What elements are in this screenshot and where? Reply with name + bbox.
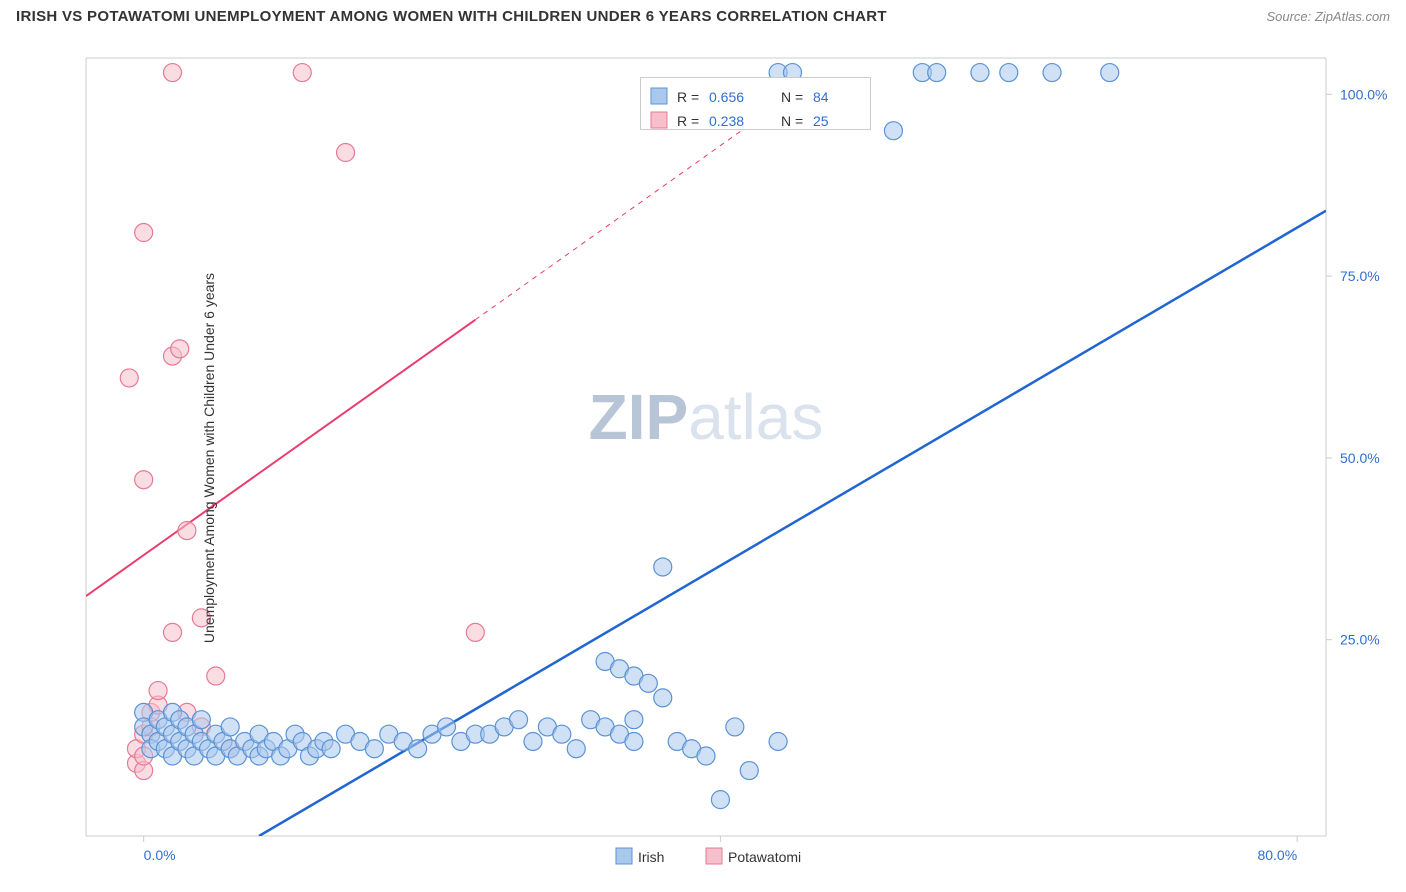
svg-text:100.0%: 100.0% [1340, 86, 1387, 102]
source-credit: Source: ZipAtlas.com [1266, 9, 1390, 24]
svg-text:25: 25 [813, 113, 829, 129]
chart-header: IRISH VS POTAWATOMI UNEMPLOYMENT AMONG W… [0, 0, 1406, 29]
svg-text:ZIPatlas: ZIPatlas [589, 381, 824, 453]
svg-text:Potawatomi: Potawatomi [728, 849, 801, 865]
scatter-chart: ZIPatlas 25.0% 50.0% 75.0% 100.0% 0.0% 80.0% R … [16, 40, 1390, 876]
chart-title: IRISH VS POTAWATOMI UNEMPLOYMENT AMONG W… [16, 8, 887, 25]
svg-text:25.0%: 25.0% [1340, 632, 1380, 648]
svg-text:50.0%: 50.0% [1340, 450, 1380, 466]
svg-text:R =: R = [677, 89, 699, 105]
svg-text:N =: N = [781, 113, 803, 129]
svg-text:84: 84 [813, 89, 829, 105]
y-axis-label: Unemployment Among Women with Children U… [201, 273, 217, 643]
svg-text:0.0%: 0.0% [144, 847, 176, 863]
chart-container: Unemployment Among Women with Children U… [16, 40, 1390, 876]
svg-text:0.656: 0.656 [709, 89, 744, 105]
svg-text:0.238: 0.238 [709, 113, 744, 129]
svg-text:75.0%: 75.0% [1340, 268, 1380, 284]
svg-text:R =: R = [677, 113, 699, 129]
svg-text:80.0%: 80.0% [1257, 847, 1297, 863]
svg-text:Irish: Irish [638, 849, 664, 865]
svg-text:N =: N = [781, 89, 803, 105]
